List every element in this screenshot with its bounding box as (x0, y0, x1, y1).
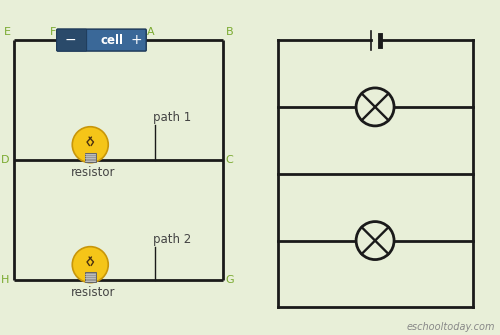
Circle shape (72, 247, 108, 283)
Text: H: H (1, 275, 10, 285)
Text: resistor: resistor (70, 166, 115, 179)
Circle shape (356, 221, 394, 260)
Text: A: A (147, 27, 155, 37)
Text: path 1: path 1 (152, 111, 191, 124)
Text: B: B (226, 27, 234, 37)
FancyBboxPatch shape (57, 29, 87, 51)
FancyBboxPatch shape (57, 29, 87, 51)
FancyBboxPatch shape (57, 29, 146, 51)
Text: G: G (226, 275, 234, 285)
Text: F: F (50, 27, 56, 37)
Text: E: E (4, 27, 12, 37)
Bar (85, 272, 96, 282)
FancyBboxPatch shape (87, 152, 94, 158)
Text: +: + (130, 33, 142, 47)
Text: eschooltoday.com: eschooltoday.com (406, 322, 495, 332)
Text: resistor: resistor (70, 286, 115, 299)
Bar (58, 30, 84, 50)
Text: C: C (226, 155, 234, 165)
Text: cell: cell (100, 34, 124, 47)
Bar (85, 152, 96, 162)
Circle shape (356, 88, 394, 126)
Text: −: − (64, 33, 76, 47)
Circle shape (72, 127, 108, 163)
Text: path 2: path 2 (152, 233, 191, 246)
Text: D: D (1, 155, 10, 165)
FancyBboxPatch shape (87, 272, 94, 278)
